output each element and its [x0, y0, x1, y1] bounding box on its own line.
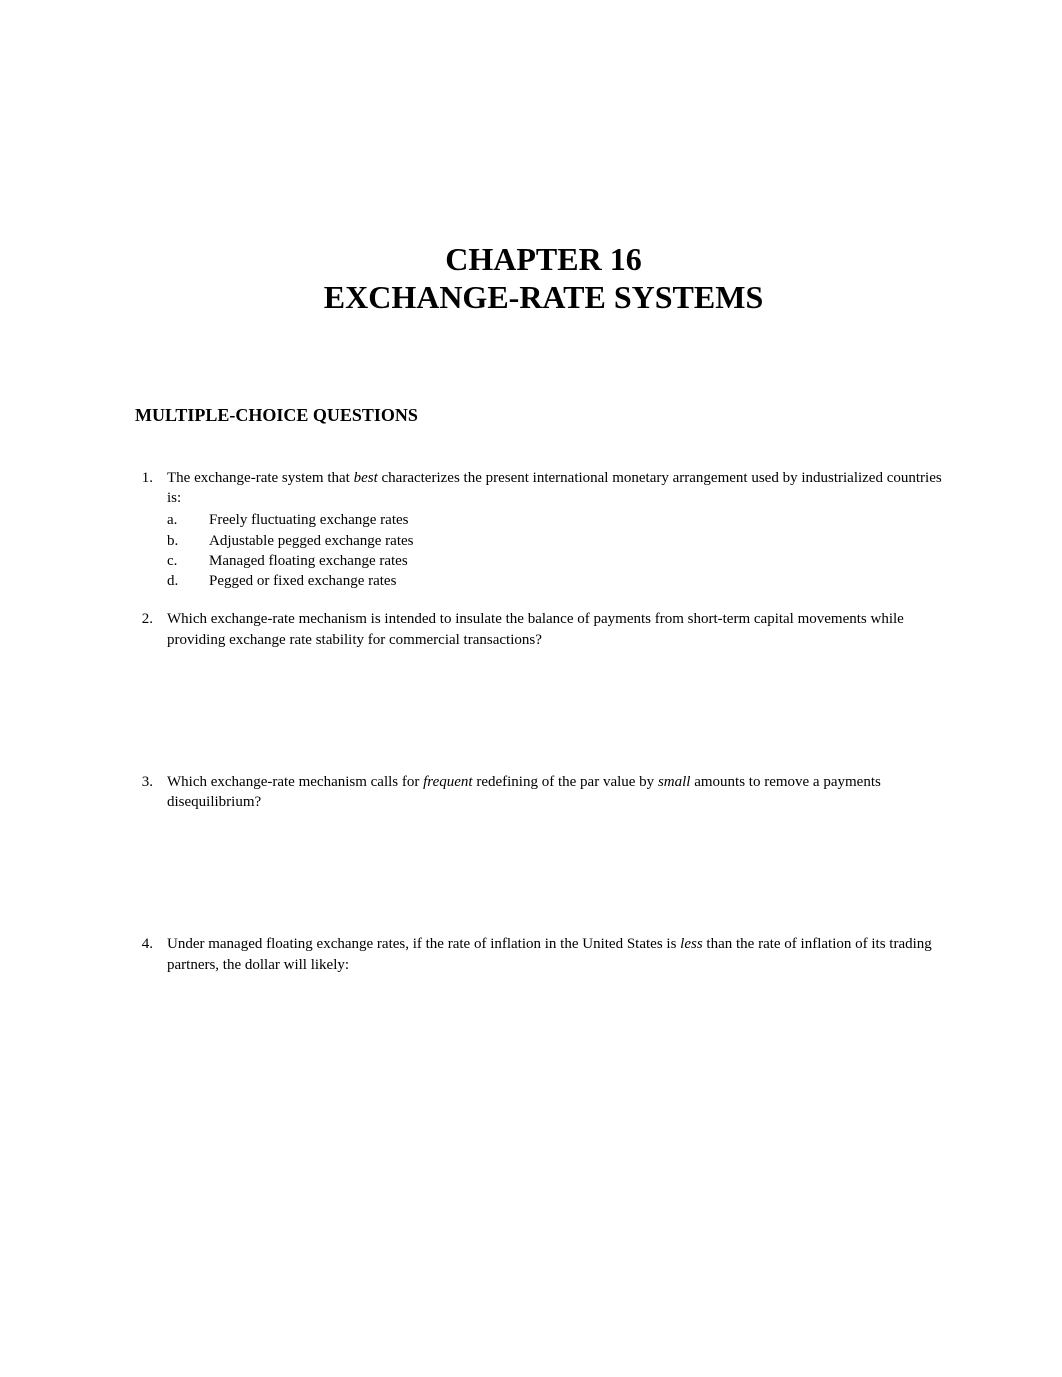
stem-text-italic: frequent — [423, 774, 472, 790]
question-item: 4. Under managed floating exchange rates… — [135, 934, 952, 977]
option-letter: c. — [167, 551, 209, 571]
option-letter: b. — [167, 531, 209, 551]
question-body: The exchange-rate system that best chara… — [167, 468, 952, 592]
chapter-name-line: EXCHANGE-RATE SYSTEMS — [324, 279, 763, 315]
question-stem: Under managed floating exchange rates, i… — [167, 934, 952, 975]
option-item: c. Managed floating exchange rates — [167, 551, 952, 571]
question-number: 4. — [135, 934, 167, 977]
stem-text-italic: small — [658, 774, 691, 790]
blur-overlay — [135, 1156, 505, 1182]
question-body: Which exchange-rate mechanism calls for … — [167, 772, 952, 815]
option-text: Freely fluctuating exchange rates — [209, 510, 409, 530]
stem-text: Which exchange-rate mechanism is intende… — [167, 611, 904, 647]
question-item: 1. The exchange-rate system that best ch… — [135, 468, 952, 592]
question-item: 3. Which exchange-rate mechanism calls f… — [135, 772, 952, 815]
question-item: 2. Which exchange-rate mechanism is inte… — [135, 609, 952, 652]
stem-text-italic: less — [680, 936, 703, 952]
question-body: Which exchange-rate mechanism is intende… — [167, 609, 952, 652]
option-text: Pegged or fixed exchange rates — [209, 571, 396, 591]
question-body: Under managed floating exchange rates, i… — [167, 934, 952, 977]
question-stem: The exchange-rate system that best chara… — [167, 468, 952, 509]
option-text: Managed floating exchange rates — [209, 551, 408, 571]
option-item: b. Adjustable pegged exchange rates — [167, 531, 952, 551]
option-item: d. Pegged or fixed exchange rates — [167, 571, 952, 591]
option-letter: d. — [167, 571, 209, 591]
stem-text: redefining of the par value by — [473, 774, 658, 790]
stem-text: The exchange-rate system that — [167, 470, 354, 486]
chapter-title: CHAPTER 16 EXCHANGE-RATE SYSTEMS — [135, 240, 952, 317]
question-stem: Which exchange-rate mechanism calls for … — [167, 772, 952, 813]
question-stem: Which exchange-rate mechanism is intende… — [167, 609, 952, 650]
chapter-number-line: CHAPTER 16 — [445, 241, 641, 277]
question-number: 3. — [135, 772, 167, 815]
stem-text-italic: best — [354, 470, 378, 486]
option-letter: a. — [167, 510, 209, 530]
question-list: 1. The exchange-rate system that best ch… — [135, 468, 952, 977]
question-number: 1. — [135, 468, 167, 592]
question-number: 2. — [135, 609, 167, 652]
stem-text: Under managed floating exchange rates, i… — [167, 936, 680, 952]
section-heading: MULTIPLE-CHOICE QUESTIONS — [135, 405, 952, 426]
stem-text: Which exchange-rate mechanism calls for — [167, 774, 423, 790]
option-list: a. Freely fluctuating exchange rates b. … — [167, 510, 952, 591]
option-item: a. Freely fluctuating exchange rates — [167, 510, 952, 530]
option-text: Adjustable pegged exchange rates — [209, 531, 414, 551]
